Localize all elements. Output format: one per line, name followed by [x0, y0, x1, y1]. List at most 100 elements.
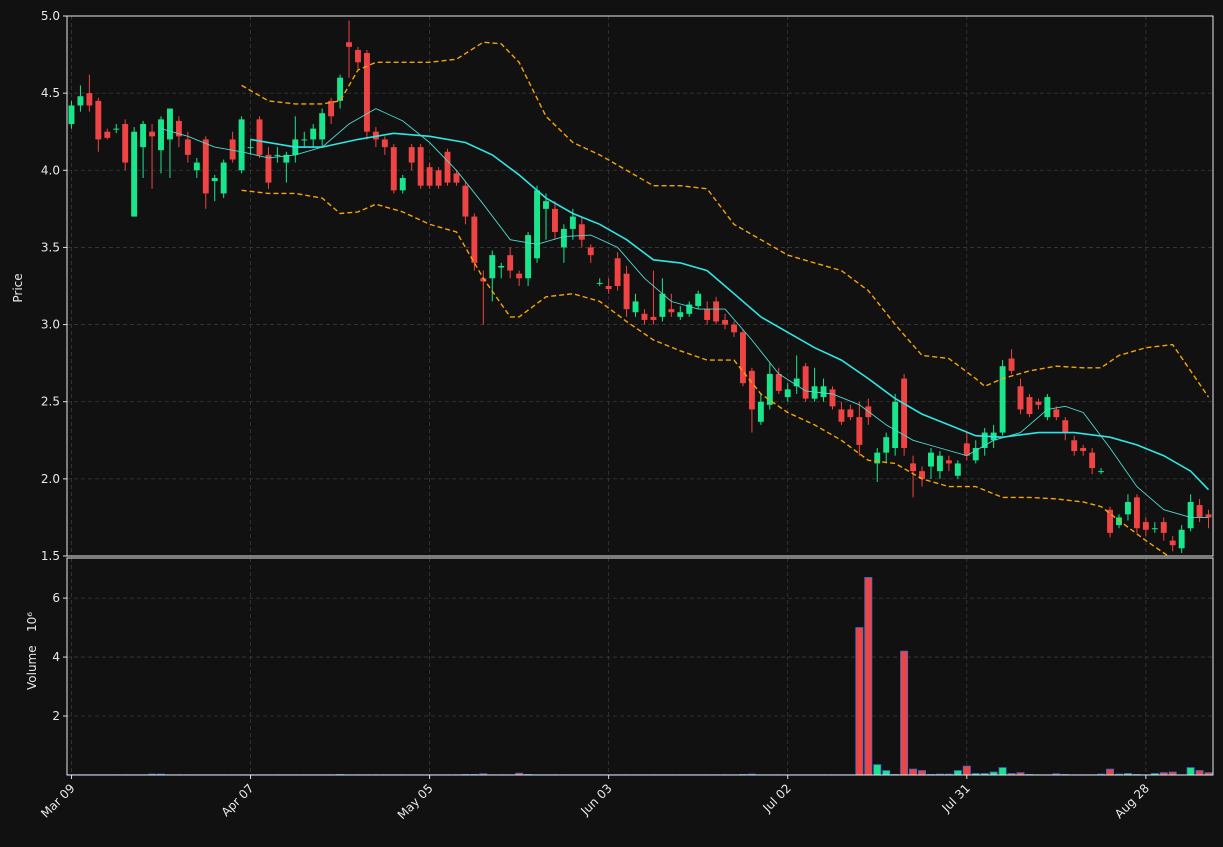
candle-body	[686, 304, 693, 314]
candle-body	[68, 105, 75, 124]
volume-frame	[66, 557, 1214, 776]
overlay-line	[250, 132, 1210, 491]
y-tick-label: 3.5	[41, 240, 60, 254]
candle-body	[677, 312, 684, 317]
volume-bar	[909, 768, 918, 775]
candle-body	[936, 455, 943, 472]
candle-body	[945, 460, 952, 464]
candle-body	[1196, 505, 1203, 518]
candle-body	[766, 373, 773, 405]
x-tick-label: May 05	[395, 781, 436, 822]
candle-body	[713, 301, 720, 322]
candle-body	[659, 293, 666, 317]
candle-body	[175, 120, 182, 137]
volume-bar	[855, 627, 864, 775]
candle-body	[113, 128, 120, 130]
candle-body	[1187, 502, 1194, 529]
candle-body	[650, 316, 657, 320]
overlay-line	[241, 189, 1170, 556]
volume-bar	[962, 765, 971, 775]
volume-bar	[1123, 773, 1132, 775]
candle-body	[86, 93, 93, 106]
candle-body	[337, 77, 344, 101]
candle-body	[265, 154, 272, 183]
candle-body	[462, 185, 469, 217]
candle-body	[1089, 452, 1096, 469]
volume-bar	[1150, 773, 1159, 775]
candle-body	[202, 139, 209, 194]
candle-body	[408, 147, 415, 163]
candle-body	[963, 443, 970, 456]
candle-body	[498, 265, 505, 268]
candle-body	[417, 147, 424, 186]
x-tick-label: Mar 09	[38, 781, 77, 820]
y-axis-label: Price	[11, 273, 25, 302]
candle-body	[981, 432, 988, 448]
volume-bar	[1106, 768, 1115, 775]
volume-bar	[1007, 773, 1016, 775]
candle-body	[435, 170, 442, 186]
candle-body	[480, 278, 487, 282]
candle-body	[131, 131, 138, 217]
candle-body	[525, 235, 532, 279]
candle-body	[578, 224, 585, 240]
candle-body	[856, 417, 863, 445]
candle-body	[193, 162, 200, 171]
candle-body	[560, 228, 567, 248]
y-tick-label: 5.0	[41, 9, 60, 23]
volume-bar	[900, 650, 909, 775]
volume-bar	[989, 771, 998, 775]
candle-body	[695, 293, 702, 307]
candle-body	[641, 313, 648, 320]
candle-body	[274, 154, 281, 156]
candle-body	[775, 373, 782, 391]
candle-body	[793, 378, 800, 387]
volume-bar	[1168, 771, 1177, 775]
x-tick-label: Apr 07	[219, 781, 257, 819]
candle-body	[614, 258, 621, 286]
candle-body	[516, 273, 523, 279]
volume-bar	[479, 773, 488, 775]
price-plot	[68, 20, 1212, 556]
candle-body	[328, 100, 335, 117]
candle-body	[543, 201, 549, 209]
y-tick-label: 6	[52, 591, 60, 605]
candle-body	[346, 42, 352, 47]
candle-body	[1160, 522, 1167, 533]
candle-body	[444, 151, 451, 183]
candle-body	[1044, 397, 1051, 418]
candle-body	[722, 319, 729, 325]
candle-body	[874, 452, 881, 464]
volume-bar	[864, 577, 873, 775]
candle-body	[847, 409, 854, 418]
candle-body	[632, 301, 639, 313]
candle-body	[1142, 522, 1149, 530]
volume-bar	[953, 770, 962, 775]
candle-body	[1017, 386, 1024, 410]
candle-body	[587, 247, 594, 256]
volume-bar	[882, 770, 891, 775]
candle-body	[381, 139, 388, 148]
candle-body	[149, 131, 156, 137]
candle-body	[1008, 358, 1015, 371]
candle-body	[757, 401, 764, 422]
volume-bar	[1052, 773, 1061, 775]
candle-body	[820, 386, 827, 398]
candle-body	[319, 113, 326, 140]
candle-body	[426, 167, 433, 186]
candle-body	[247, 147, 254, 149]
candle-body	[551, 208, 558, 232]
volume-bar	[1186, 767, 1195, 775]
candle-body	[605, 286, 612, 290]
volume-bar	[918, 770, 927, 775]
candle-body	[104, 131, 111, 138]
candle-body	[802, 366, 809, 399]
candle-body	[184, 139, 191, 155]
candle-body	[731, 324, 737, 333]
y-tick-label: 2.0	[41, 472, 60, 486]
candle-body	[1026, 397, 1033, 415]
candle-body	[1178, 529, 1185, 549]
x-tick-label: Jul 31	[939, 781, 973, 815]
candle-body	[229, 139, 236, 160]
